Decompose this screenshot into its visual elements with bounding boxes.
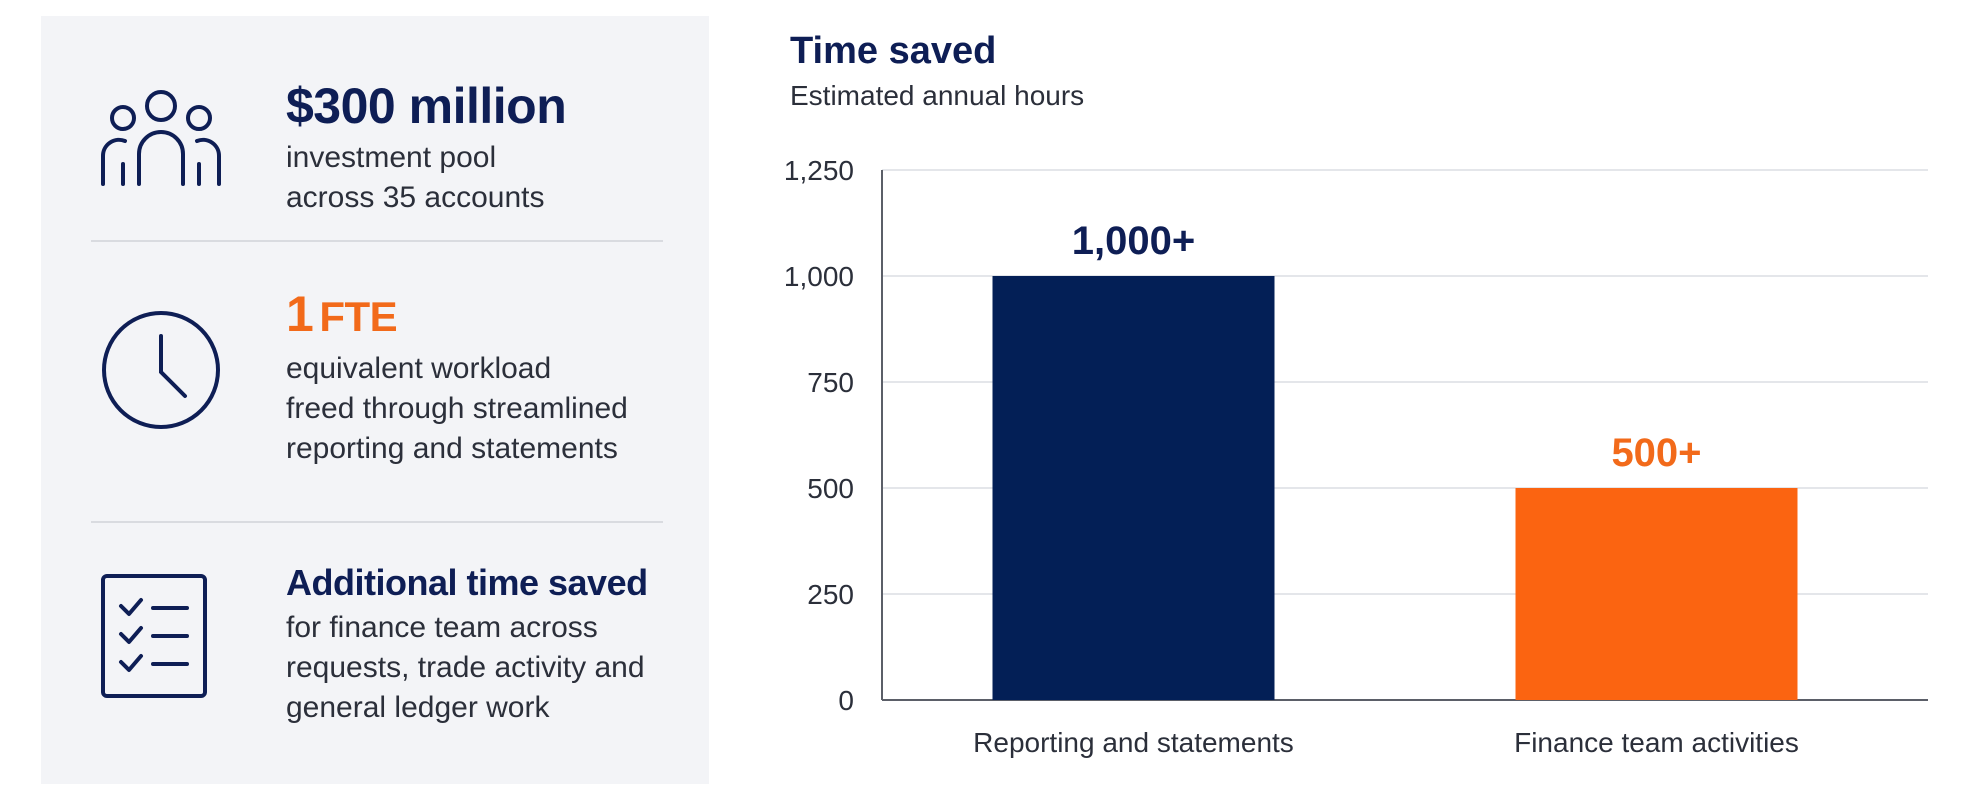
y-tick-label: 750 bbox=[807, 367, 854, 398]
y-tick-label: 0 bbox=[838, 685, 854, 716]
people-icon bbox=[100, 90, 222, 186]
x-category-label: Reporting and statements bbox=[973, 727, 1294, 758]
divider bbox=[91, 521, 663, 523]
chart-subtitle: Estimated annual hours bbox=[790, 80, 1085, 111]
stat-description: investment pool across 35 accounts bbox=[286, 141, 545, 214]
x-category-label: Finance team activities bbox=[1514, 727, 1799, 758]
stat-headline: Additional time saved bbox=[286, 562, 648, 603]
stat-description: for finance team across requests, trade … bbox=[286, 611, 645, 724]
bar-1 bbox=[992, 276, 1275, 700]
data-label: 500+ bbox=[1611, 431, 1701, 475]
checklist-icon bbox=[101, 574, 207, 698]
chart-title: Time saved bbox=[790, 30, 997, 72]
y-tick-label: 500 bbox=[807, 473, 854, 504]
y-tick-label: 1,250 bbox=[784, 155, 854, 186]
data-label: 1,000+ bbox=[1072, 219, 1195, 263]
highlights-panel: $300 million investment pool across 35 a… bbox=[41, 16, 709, 784]
clock-icon bbox=[102, 311, 220, 429]
divider bbox=[91, 240, 663, 242]
stat-headline: $300 million bbox=[286, 78, 567, 134]
y-tick-label: 250 bbox=[807, 579, 854, 610]
stat-headline: 1 FTE bbox=[286, 286, 398, 342]
stat-description: equivalent workload freed through stream… bbox=[286, 352, 628, 465]
bar-2 bbox=[1515, 488, 1798, 700]
y-tick-label: 1,000 bbox=[784, 261, 854, 292]
